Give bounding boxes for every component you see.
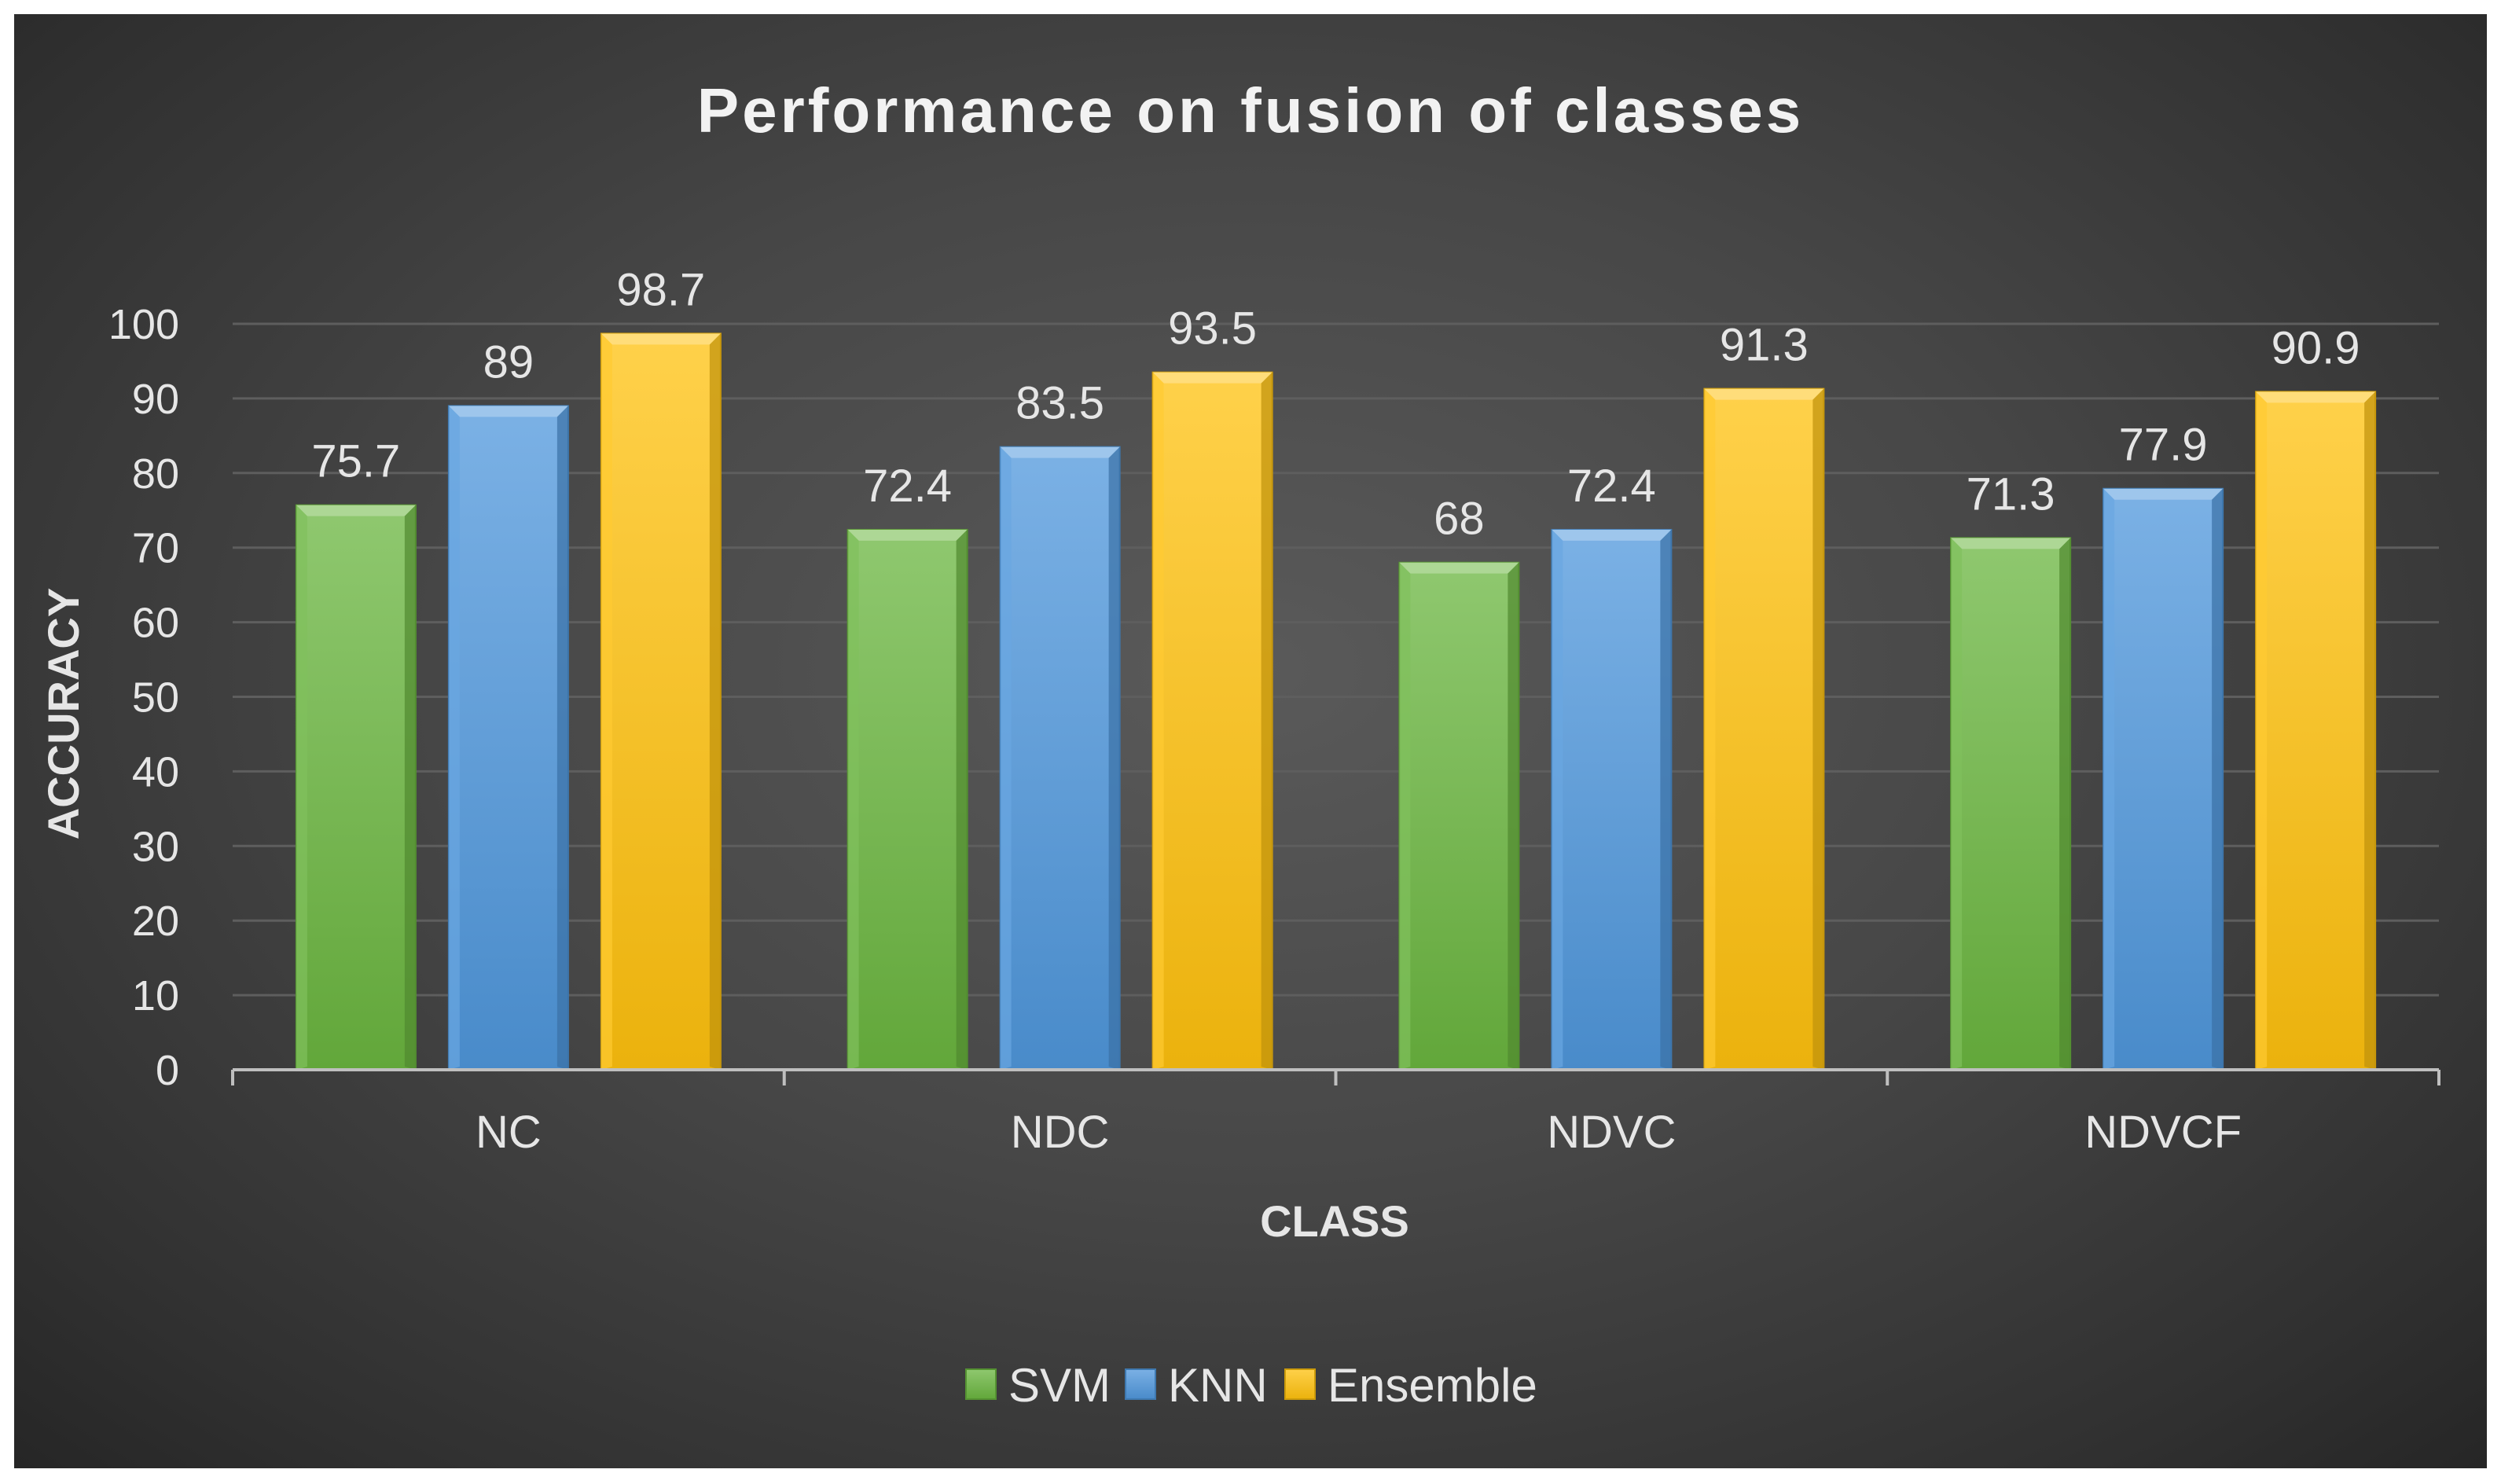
- data-label: 68: [1434, 494, 1485, 545]
- legend-label: SVM: [1008, 1359, 1111, 1412]
- bar-knn-nc: [447, 405, 569, 1071]
- y-tick-label: 90: [132, 376, 179, 423]
- x-tick-label: NDC: [1011, 1107, 1110, 1158]
- y-axis-ticks: 0 10 20 30 40 50 60 70 80 90 100: [108, 301, 179, 1094]
- legend-swatch: [965, 1368, 997, 1400]
- bar-svm-nc: [295, 504, 417, 1071]
- y-tick-label: 0: [156, 1047, 179, 1094]
- y-axis-title: ACCURACY: [39, 588, 88, 839]
- legend-item-svm: SVM: [965, 1359, 1111, 1412]
- data-label: 93.5: [1168, 303, 1257, 354]
- x-tick-label: NDVC: [1547, 1107, 1676, 1158]
- bar-ensemble-ndvcf: [2255, 391, 2377, 1071]
- data-label: 72.4: [1567, 461, 1656, 512]
- y-tick-label: 60: [132, 600, 179, 647]
- y-tick-label: 20: [132, 898, 179, 945]
- bar-svm-ndvc: [1398, 561, 1520, 1071]
- data-labels: 75.7 89 98.7 72.4 83.5 93.5 68 72.4 91.3 71.3 77.9…: [311, 264, 2360, 544]
- legend-swatch: [1125, 1368, 1156, 1400]
- bar-ensemble-ndvc: [1703, 388, 1825, 1071]
- data-label: 90.9: [2271, 322, 2360, 373]
- y-tick-label: 10: [132, 972, 179, 1019]
- chart-title: Performance on fusion of classes: [697, 75, 1804, 145]
- y-tick-label: 80: [132, 450, 179, 498]
- legend-item-knn: KNN: [1125, 1359, 1268, 1412]
- data-label: 89: [483, 336, 534, 388]
- legend-label: Ensemble: [1328, 1359, 1537, 1412]
- bar-ensemble-nc: [600, 332, 722, 1071]
- bar-knn-ndc: [999, 446, 1121, 1071]
- legend-swatch: [1284, 1368, 1316, 1400]
- x-tick-label: NDVCF: [2084, 1107, 2242, 1158]
- bar-chart: Performance on fusion of classes 0 10 20 30…: [39, 75, 2440, 1412]
- bar-knn-ndvcf: [2103, 487, 2224, 1071]
- y-tick-label: 100: [108, 301, 179, 348]
- x-axis-title: CLASS: [1260, 1196, 1409, 1246]
- gridlines: [233, 322, 2439, 997]
- legend-label: KNN: [1168, 1359, 1268, 1412]
- x-tick-label: NC: [476, 1107, 542, 1158]
- bar-svm-ndvcf: [1950, 537, 2072, 1071]
- data-label: 72.4: [863, 461, 952, 512]
- data-label: 83.5: [1015, 378, 1104, 429]
- y-tick-label: 30: [132, 823, 179, 870]
- x-axis: NC NDC NDVC NDVCF: [231, 1068, 2440, 1158]
- bar-knn-ndvc: [1551, 528, 1673, 1071]
- y-tick-label: 70: [132, 525, 179, 572]
- legend: SVM KNN Ensemble: [965, 1359, 1537, 1412]
- bar-svm-ndc: [847, 528, 968, 1071]
- data-label: 98.7: [616, 264, 705, 315]
- data-label: 71.3: [1967, 468, 2055, 520]
- y-tick-label: 40: [132, 748, 179, 795]
- legend-item-ensemble: Ensemble: [1284, 1359, 1537, 1412]
- y-tick-label: 50: [132, 674, 179, 722]
- data-label: 91.3: [1720, 320, 1809, 371]
- chart-frame: Performance on fusion of classes 0 10 20 30…: [14, 14, 2487, 1468]
- bars: [295, 332, 2377, 1071]
- data-label: 77.9: [2119, 420, 2208, 471]
- data-label: 75.7: [311, 436, 400, 487]
- bar-ensemble-ndc: [1151, 371, 1273, 1071]
